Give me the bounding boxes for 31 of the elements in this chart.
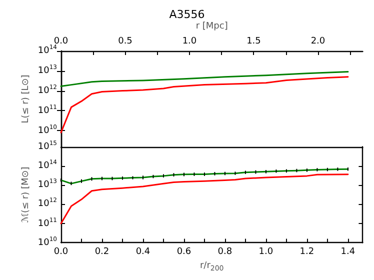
- x2-tick-label: 1.0: [182, 36, 197, 46]
- y-tick-label: 10$^{11}$: [38, 104, 57, 116]
- x-tick-label: 0.2: [94, 247, 110, 258]
- y-tick-label: 10$^{14}$: [38, 158, 57, 171]
- y-tick-label: 10$^{10}$: [38, 124, 57, 136]
- y-axis-title: ℳ(≤ r) [M⊙]: [21, 166, 31, 223]
- y-tick-label: 10$^{12}$: [38, 197, 57, 210]
- y-tick-label: 10$^{13}$: [38, 64, 57, 76]
- x-tick-label: 1.2: [300, 247, 314, 258]
- x-tick-label: 0.0: [54, 247, 68, 258]
- y-tick-label: 10$^{15}$: [38, 140, 57, 152]
- y-tick-label: 10$^{13}$: [38, 178, 57, 190]
- y-tick-label: 10$^{14}$: [38, 44, 57, 56]
- chart-title: A3556: [169, 8, 205, 21]
- x-tick-label: 0.4: [136, 247, 150, 258]
- y-tick-label: 10$^{12}$: [38, 84, 57, 96]
- x-tick-label: 0.6: [176, 247, 192, 258]
- x-tick-label: 1.4: [340, 247, 356, 258]
- line-series: [60, 76, 349, 134]
- x2-axis-title: r [Mpc]: [196, 22, 228, 32]
- x2-tick-label: 0.5: [118, 36, 132, 46]
- y-axis-title: L(≤ r) [L⊙]: [21, 74, 31, 124]
- line-series: [60, 174, 349, 224]
- line-series: [60, 71, 349, 87]
- x2-tick-label: 1.5: [246, 36, 261, 46]
- x2-tick-label: 2.0: [310, 36, 326, 46]
- y-tick-label: 10$^{11}$: [38, 216, 57, 228]
- y-tick-label: 10$^{10}$: [38, 236, 57, 248]
- line-series: [60, 168, 349, 184]
- x-tick-label: 1.0: [258, 247, 274, 258]
- x-tick-label: 0.8: [218, 247, 232, 258]
